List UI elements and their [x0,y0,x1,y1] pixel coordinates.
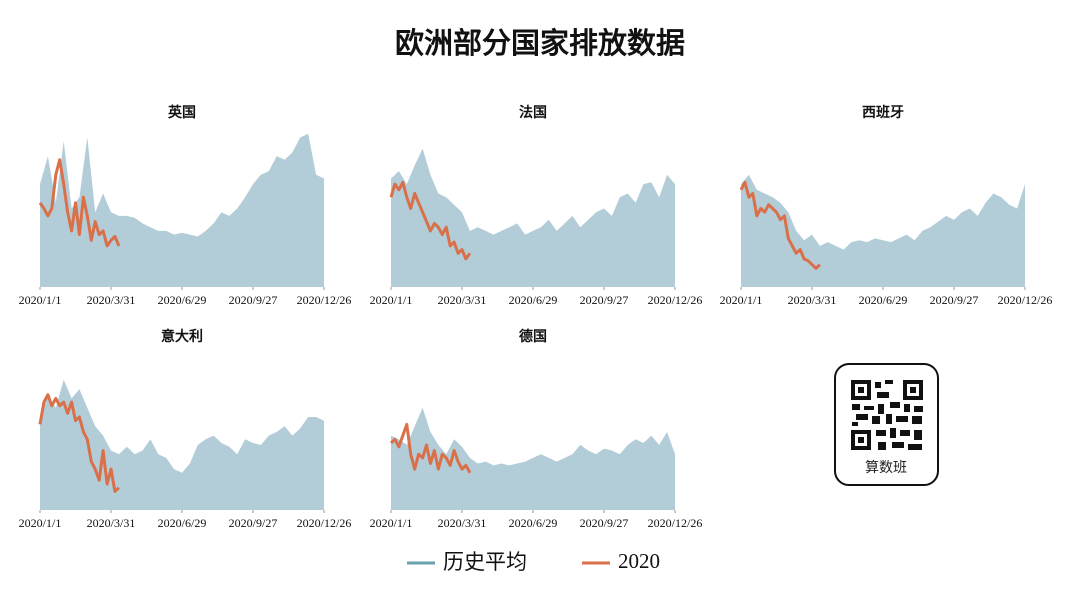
x-tick-label: 2020/9/27 [229,516,278,530]
x-tick-label: 2020/6/29 [158,293,207,307]
x-tick-label: 2020/9/27 [580,516,629,530]
x-tick-label: 2020/3/31 [438,516,487,530]
x-tick-label: 2020/9/27 [580,293,629,307]
line [739,180,821,270]
area [391,148,675,287]
x-tick-label: 2020/3/31 [788,293,837,307]
qr-code [851,380,923,450]
qr-card: 算数班 [834,363,939,486]
x-tick-label: 2020/1/1 [370,516,413,530]
x-tick-label: 2020/12/26 [648,516,703,530]
panel-title: 西班牙 [862,104,904,121]
x-tick-label: 2020/12/26 [648,293,703,307]
legend-label: 2020 [618,549,660,573]
panel-title: 法国 [519,104,547,121]
line [389,422,472,474]
x-tick-label: 2020/9/27 [229,293,278,307]
x-tick-label: 2020/6/29 [509,293,558,307]
line [38,158,121,248]
legend-label: 历史平均 [443,550,527,574]
line [38,393,120,493]
area [40,379,324,510]
x-tick-label: 2020/12/26 [297,293,352,307]
x-tick-label: 2020/12/26 [297,516,352,530]
x-tick-label: 2020/6/29 [509,516,558,530]
x-tick-label: 2020/3/31 [438,293,487,307]
chart-title: 欧洲部分国家排放数据 [395,26,685,60]
area [40,133,324,287]
x-tick-label: 2020/3/31 [87,516,136,530]
x-tick-label: 2020/6/29 [859,293,908,307]
x-tick-label: 2020/12/26 [998,293,1053,307]
x-tick-label: 2020/6/29 [158,516,207,530]
area [741,174,1025,287]
x-tick-label: 2020/3/31 [87,293,136,307]
panel-title: 意大利 [161,328,203,345]
line [389,180,472,261]
x-tick-label: 2020/1/1 [19,516,62,530]
x-tick-label: 2020/1/1 [19,293,62,307]
x-tick-label: 2020/9/27 [930,293,979,307]
qr-label: 算数班 [865,460,907,476]
panel-title: 英国 [167,104,196,121]
x-tick-label: 2020/1/1 [720,293,763,307]
panel-title: 德国 [519,328,547,345]
x-tick-label: 2020/1/1 [370,293,413,307]
area [391,407,675,510]
